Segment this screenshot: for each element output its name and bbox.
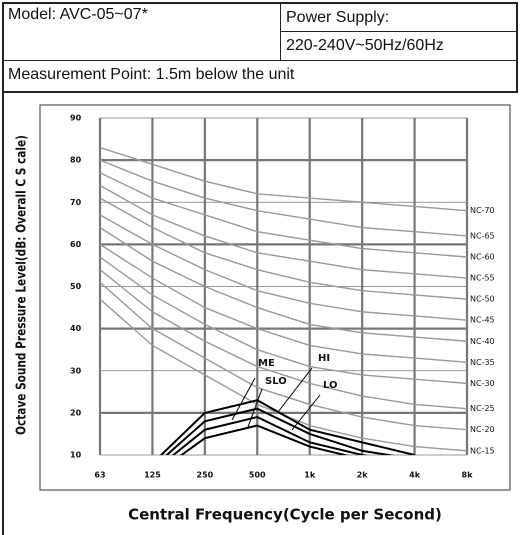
y-tick-label: 40 <box>70 324 82 333</box>
power-label: Power Supply: <box>286 9 390 26</box>
series-label: NC-15 <box>470 446 495 455</box>
series-label: NC-20 <box>470 425 495 434</box>
line-series <box>100 243 467 364</box>
series-label: NC-45 <box>470 316 495 325</box>
x-tick-label: 250 <box>197 471 214 480</box>
series-label: NC-65 <box>470 231 495 240</box>
model: Model: AVC-05~07* <box>8 6 148 23</box>
border <box>516 2 518 92</box>
series-label: ME <box>258 358 275 369</box>
power-value: 220-240V~50Hz/60Hz <box>286 37 444 54</box>
measurement-point: Measurement Point: 1.5m below the unit <box>8 66 295 83</box>
y-tick-label: 90 <box>70 114 82 123</box>
line-series <box>100 281 467 431</box>
line-series <box>171 416 369 455</box>
line-series <box>100 256 467 385</box>
series-label: NC-40 <box>470 337 495 346</box>
series-label: NC-25 <box>470 404 495 413</box>
line-series <box>100 159 467 237</box>
x-tick-label: 1k <box>304 471 316 480</box>
border <box>281 31 517 32</box>
leader-line <box>247 388 263 428</box>
y-axis-label: Octave Sound Pressure Level(dB: Overall … <box>15 135 30 435</box>
series-label: SLO <box>265 376 287 387</box>
y-tick-label: 60 <box>70 240 82 249</box>
border <box>2 2 4 535</box>
x-tick-label: 2k <box>357 471 369 480</box>
line-series <box>100 172 467 258</box>
series-label: NC-35 <box>470 358 495 367</box>
x-axis-label: Central Frequency(Cycle per Second) <box>128 506 442 524</box>
y-tick-label: 50 <box>70 282 82 291</box>
x-tick-label: 4k <box>409 471 421 480</box>
series-label: NC-60 <box>470 253 495 262</box>
chart: 10 20 30 40 50 60 70 80 90 63 125 250 500 1k 2k 4k 8k NC-… <box>15 104 511 524</box>
x-tick-label: 8k <box>462 471 474 480</box>
y-tick-label: 10 <box>70 451 82 460</box>
y-tick-label: 80 <box>70 156 82 165</box>
y-tick-label: 70 <box>70 198 82 207</box>
series-label: NC-30 <box>470 379 495 388</box>
border <box>2 2 518 4</box>
x-tick-label: 63 <box>94 471 105 480</box>
border <box>2 60 518 61</box>
series-label: NC-50 <box>470 295 495 304</box>
line-series <box>100 146 467 212</box>
chart-frame <box>39 104 511 491</box>
border <box>2 91 518 93</box>
leader-line <box>231 377 256 421</box>
series-label: NC-70 <box>470 206 495 215</box>
line-series <box>165 407 395 455</box>
x-tick-label: 125 <box>144 471 161 480</box>
border <box>280 2 281 60</box>
line-series <box>100 226 467 342</box>
line-series <box>179 424 349 455</box>
line-series <box>100 197 467 300</box>
line-series <box>100 269 467 410</box>
series-label: NC-55 <box>470 274 495 283</box>
y-tick-label: 30 <box>70 366 82 375</box>
leader-line <box>277 367 313 413</box>
series-label: HI <box>318 353 330 364</box>
series-label: LO <box>323 380 338 391</box>
line-series <box>159 399 415 455</box>
y-tick-label: 20 <box>70 408 82 417</box>
line-series <box>100 214 467 321</box>
leader-line <box>291 394 321 431</box>
line-series <box>100 184 467 279</box>
x-tick-label: 500 <box>249 471 266 480</box>
